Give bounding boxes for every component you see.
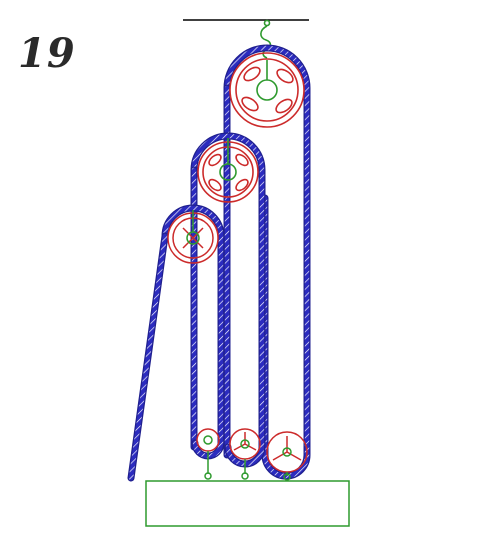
- lower-pulley-left: [196, 428, 220, 480]
- figure-number: 19: [18, 30, 76, 77]
- pulley-medium: [197, 138, 259, 203]
- load-block: [145, 480, 350, 527]
- pulley-large: [229, 52, 305, 128]
- rope: [127, 44, 311, 482]
- lower-pulley-middle: [229, 428, 261, 480]
- pulley-small: [167, 210, 219, 264]
- lower-pulley-right: [266, 431, 308, 481]
